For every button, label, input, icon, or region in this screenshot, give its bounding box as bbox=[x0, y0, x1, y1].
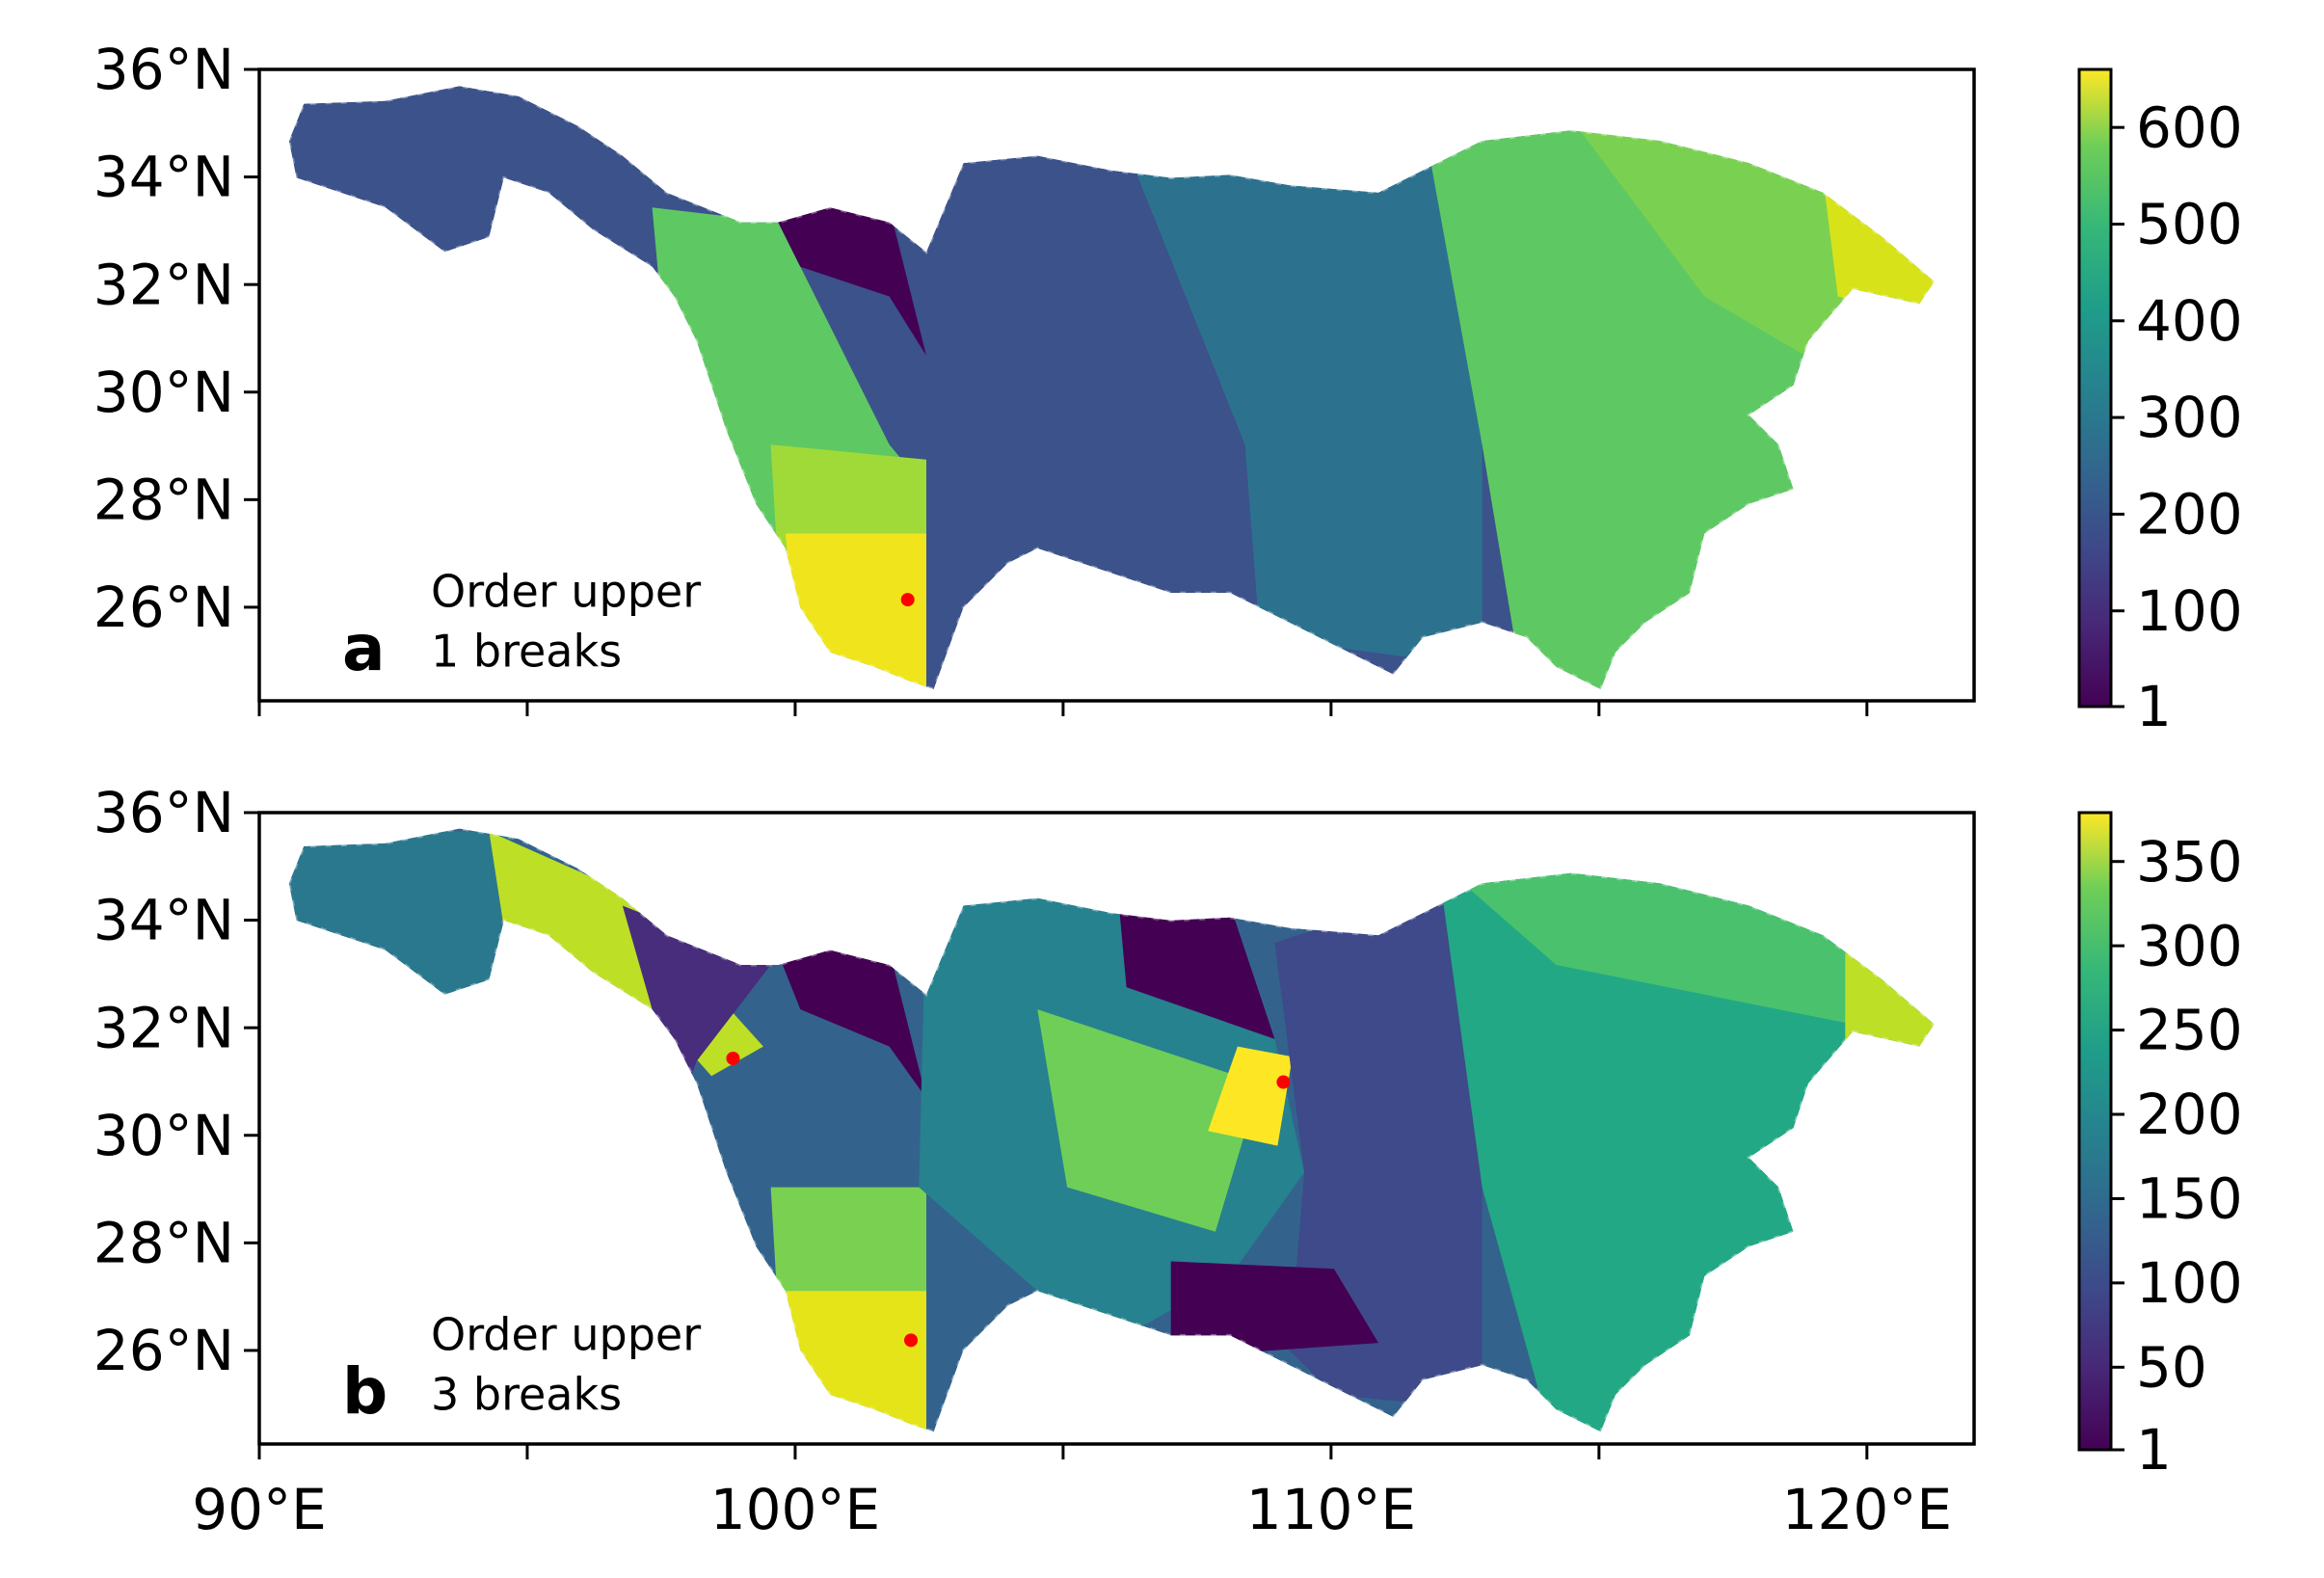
basin-region bbox=[1118, 905, 1275, 1039]
axes-frame bbox=[257, 811, 1976, 1446]
colorbar-tick-label: 300 bbox=[2136, 913, 2243, 978]
colorbar-tick-label: 250 bbox=[2136, 998, 2243, 1063]
y-tick-label: 28°N bbox=[93, 1210, 234, 1275]
y-tick-label: 28°N bbox=[93, 467, 234, 532]
basin-region bbox=[288, 831, 512, 1010]
annotation: 3 breaks bbox=[431, 1369, 622, 1421]
y-tick-label: 26°N bbox=[93, 575, 234, 640]
break-point bbox=[900, 593, 915, 607]
y-tick-label: 30°N bbox=[93, 1103, 234, 1168]
colorbar-tick-label: 300 bbox=[2136, 385, 2243, 450]
basin-region bbox=[785, 1291, 926, 1432]
y-tick-label: 34°N bbox=[93, 888, 234, 953]
colorbar-tick-label: 150 bbox=[2136, 1166, 2243, 1232]
x-tick-label: 110°E bbox=[1246, 1477, 1416, 1542]
colorbar-tick-label: 50 bbox=[2136, 1334, 2207, 1400]
basin bbox=[288, 828, 1935, 1432]
break-point bbox=[904, 1333, 919, 1348]
panel-label: b bbox=[342, 1354, 387, 1429]
basin-region bbox=[785, 533, 926, 689]
x-tick-label: 90°E bbox=[192, 1477, 326, 1542]
axes-frame bbox=[257, 67, 1976, 703]
break-point bbox=[726, 1051, 740, 1065]
x-tick-label: 100°E bbox=[710, 1477, 880, 1542]
basin-region bbox=[1126, 133, 1483, 667]
y-tick-label: 36°N bbox=[93, 780, 234, 845]
colorbar bbox=[2077, 67, 2113, 709]
y-tick-label: 30°N bbox=[93, 360, 234, 425]
colorbar-tick-label: 100 bbox=[2136, 1250, 2243, 1316]
panel-label: a bbox=[342, 611, 386, 685]
basin-region bbox=[1823, 177, 1935, 327]
y-tick-label: 36°N bbox=[93, 37, 234, 102]
colorbar-tick-label: 200 bbox=[2136, 482, 2243, 548]
y-tick-label: 32°N bbox=[93, 995, 234, 1060]
basin-region bbox=[622, 905, 771, 1143]
basin-region bbox=[1170, 1261, 1378, 1358]
colorbar-tick-label: 200 bbox=[2136, 1082, 2243, 1147]
y-tick-label: 34°N bbox=[93, 145, 234, 210]
colorbar-tick-label: 1 bbox=[2136, 674, 2172, 739]
colorbar-tick-label: 400 bbox=[2136, 288, 2243, 354]
colorbar-tick-label: 1 bbox=[2136, 1417, 2172, 1483]
basin-edge bbox=[287, 826, 1937, 1434]
basin-region bbox=[770, 207, 926, 356]
colorbar bbox=[2077, 811, 2113, 1452]
y-tick-label: 26°N bbox=[93, 1318, 234, 1383]
annotation: 1 breaks bbox=[431, 626, 622, 678]
colorbar-tick-label: 600 bbox=[2136, 94, 2243, 160]
x-tick-label: 120°E bbox=[1782, 1477, 1952, 1542]
colorbar-tick-label: 500 bbox=[2136, 192, 2243, 257]
basin-region bbox=[1208, 1046, 1293, 1146]
basin-edge bbox=[287, 84, 1937, 692]
annotation: Order upper bbox=[431, 1309, 701, 1361]
basin-region bbox=[489, 831, 763, 1077]
basin-region bbox=[1037, 1009, 1260, 1232]
colorbar-tick-label: 100 bbox=[2136, 578, 2243, 644]
break-point bbox=[1276, 1075, 1291, 1089]
colorbar-tick-label: 350 bbox=[2136, 829, 2243, 895]
basin-region bbox=[770, 935, 926, 1099]
y-tick-label: 32°N bbox=[93, 252, 234, 317]
annotation: Order upper bbox=[431, 566, 701, 618]
basin bbox=[288, 86, 1935, 689]
